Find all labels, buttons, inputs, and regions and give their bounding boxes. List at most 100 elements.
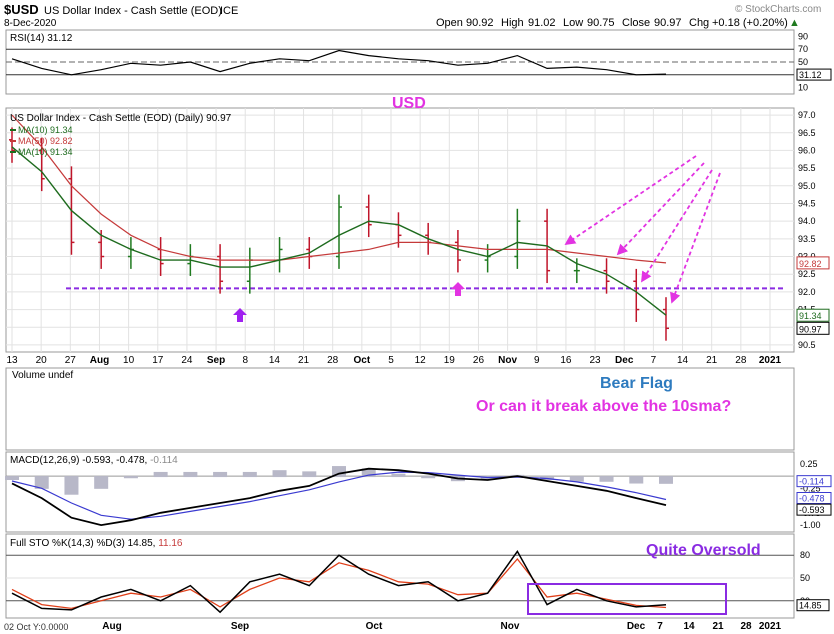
rsi-line bbox=[11, 49, 667, 76]
x-axis: 13 20 27 Aug 10 17 24 Sep 8 14 21 28 Oct 5 12 19 26 Nov 9 1… bbox=[6, 355, 781, 366]
macd-series bbox=[5, 466, 673, 527]
bottom-axis-label: Aug bbox=[102, 621, 121, 632]
price-flag-label: 92.82 bbox=[799, 259, 822, 269]
bottom-axis-label: Dec bbox=[627, 621, 646, 632]
x-axis-label: 14 bbox=[677, 355, 689, 366]
sto-d-line bbox=[11, 557, 667, 610]
price-tick-label: 94.5 bbox=[798, 198, 816, 208]
x-axis-label: 7 bbox=[651, 355, 657, 366]
bottom-axis-label: 2021 bbox=[759, 621, 782, 632]
sto-legend-main: Full STO %K(14,3) %D(3) 14.85, bbox=[10, 538, 158, 549]
x-axis-label: 17 bbox=[152, 355, 164, 366]
low-value: 90.75 bbox=[587, 17, 615, 29]
macd-flag-label: -0.114 bbox=[799, 477, 824, 487]
macd-flag bbox=[796, 475, 832, 488]
price-tick-label: 90.5 bbox=[798, 340, 816, 350]
rsi-legend-bg bbox=[8, 32, 88, 43]
price-tick-label: 96.5 bbox=[798, 128, 816, 138]
ma10-line bbox=[11, 146, 667, 316]
x-axis-label: 28 bbox=[327, 355, 339, 366]
macd-histogram-bar bbox=[629, 476, 644, 484]
up-arrow-icon bbox=[451, 282, 465, 296]
price-tick-label: 95.0 bbox=[798, 181, 816, 191]
macd-histogram-bar bbox=[272, 470, 287, 478]
rsi-tick-label: 90 bbox=[798, 31, 808, 41]
price-flag bbox=[796, 321, 830, 335]
macd-histogram-bar bbox=[302, 471, 317, 478]
macd-axis: 0.25-0.25-0.75-1.00-0.114-0.478-0.593 bbox=[796, 459, 832, 530]
sto-series bbox=[11, 549, 667, 614]
rsi-series bbox=[11, 49, 667, 76]
x-axis-label: 16 bbox=[560, 355, 572, 366]
price-tick-label: 95.5 bbox=[798, 163, 816, 173]
low-label: Low bbox=[563, 17, 583, 29]
macd-histogram-bar bbox=[659, 476, 673, 484]
price-panel bbox=[5, 107, 795, 353]
bottom-axis-label: 14 bbox=[683, 621, 695, 632]
chart-date: 8-Dec-2020 bbox=[4, 18, 57, 29]
x-axis-label: 23 bbox=[590, 355, 602, 366]
macd-tick-label: 0.25 bbox=[800, 459, 818, 469]
bottom-axis: Aug Sep Oct Nov Dec 7 14 21 28 2021 bbox=[102, 621, 781, 632]
rsi-tick-label: 70 bbox=[798, 44, 808, 54]
price-flag bbox=[796, 256, 830, 270]
cursor-readout: 02 Oct Y:0.0000 bbox=[4, 622, 68, 632]
sto-tick-label: 50 bbox=[800, 573, 810, 583]
macd-histogram-bar bbox=[213, 471, 228, 478]
bottom-axis-label: Sep bbox=[231, 621, 249, 632]
macd-tick-label: -1.00 bbox=[800, 520, 821, 530]
volume-panel bbox=[5, 367, 795, 451]
macd-histogram-bar bbox=[183, 471, 198, 478]
macd-line bbox=[11, 467, 667, 527]
sto-axis: 80502014.85 bbox=[796, 550, 830, 612]
macd-tick-label: -0.25 bbox=[800, 483, 821, 493]
macd-histogram-bar bbox=[421, 476, 436, 479]
sto-legend: Full STO %K(14,3) %D(3) 14.85, 11.16 bbox=[10, 538, 183, 549]
sto-grid bbox=[6, 554, 794, 602]
annotation-question: Or can it break above the 10sma? bbox=[476, 398, 731, 415]
price-legend-entry: MA(50) 92.82 bbox=[18, 136, 73, 146]
bottom-axis-label: 7 bbox=[657, 621, 663, 632]
x-axis-label: 2021 bbox=[759, 355, 782, 366]
macd-histogram-bar bbox=[599, 476, 614, 482]
x-axis-label: 26 bbox=[473, 355, 485, 366]
price-tick-label: 94.0 bbox=[798, 216, 816, 226]
x-axis-label: Dec bbox=[615, 355, 634, 366]
macd-histogram-bar bbox=[5, 476, 19, 481]
x-axis-label: 14 bbox=[269, 355, 281, 366]
oversold-box bbox=[527, 583, 727, 615]
annotation-oversold: Quite Oversold bbox=[646, 542, 761, 559]
bottom-axis-label: 21 bbox=[712, 621, 724, 632]
x-axis-label: 28 bbox=[735, 355, 747, 366]
macd-histogram-bar bbox=[332, 466, 346, 478]
x-axis-label: Sep bbox=[207, 355, 225, 366]
up-arrow-icon bbox=[233, 308, 247, 322]
price-legend-entry: MA(10) 91.34 bbox=[18, 147, 73, 157]
macd-flag-label: -0.478 bbox=[799, 494, 825, 504]
rsi-current-flag bbox=[796, 68, 832, 81]
close-label: Close bbox=[622, 17, 650, 29]
bottom-axis-label: Nov bbox=[501, 621, 520, 632]
macd-histogram-bar bbox=[569, 476, 584, 482]
annotation-arrow bbox=[641, 169, 713, 283]
chart-name: US Dollar Index - Cash Settle (EOD) bbox=[44, 5, 222, 17]
x-axis-label: 8 bbox=[242, 355, 248, 366]
macd-flag bbox=[796, 492, 832, 505]
chg-up-arrow-icon: ▲ bbox=[789, 17, 800, 29]
macd-legend-hist: -0.114 bbox=[150, 455, 178, 466]
price-flag-label: 91.34 bbox=[799, 311, 822, 321]
rsi-grid bbox=[6, 48, 794, 76]
macd-legend: MACD(12,26,9) -0.593, -0.478, -0.114 bbox=[10, 455, 178, 466]
price-grid bbox=[6, 108, 794, 352]
watermark: © StockCharts.com bbox=[735, 4, 821, 15]
bottom-axis-label: Oct bbox=[366, 621, 383, 632]
price-tick-label: 92.0 bbox=[798, 287, 816, 297]
price-tick-label: 97.0 bbox=[798, 110, 816, 120]
macd-legend-main: MACD(12,26,9) -0.593, -0.478, bbox=[10, 455, 150, 466]
x-axis-label: 24 bbox=[181, 355, 193, 366]
sto-legend-d: 11.16 bbox=[158, 538, 183, 549]
price-series bbox=[9, 114, 784, 341]
high-label: High bbox=[501, 17, 524, 29]
macd-signal-line bbox=[11, 471, 667, 520]
